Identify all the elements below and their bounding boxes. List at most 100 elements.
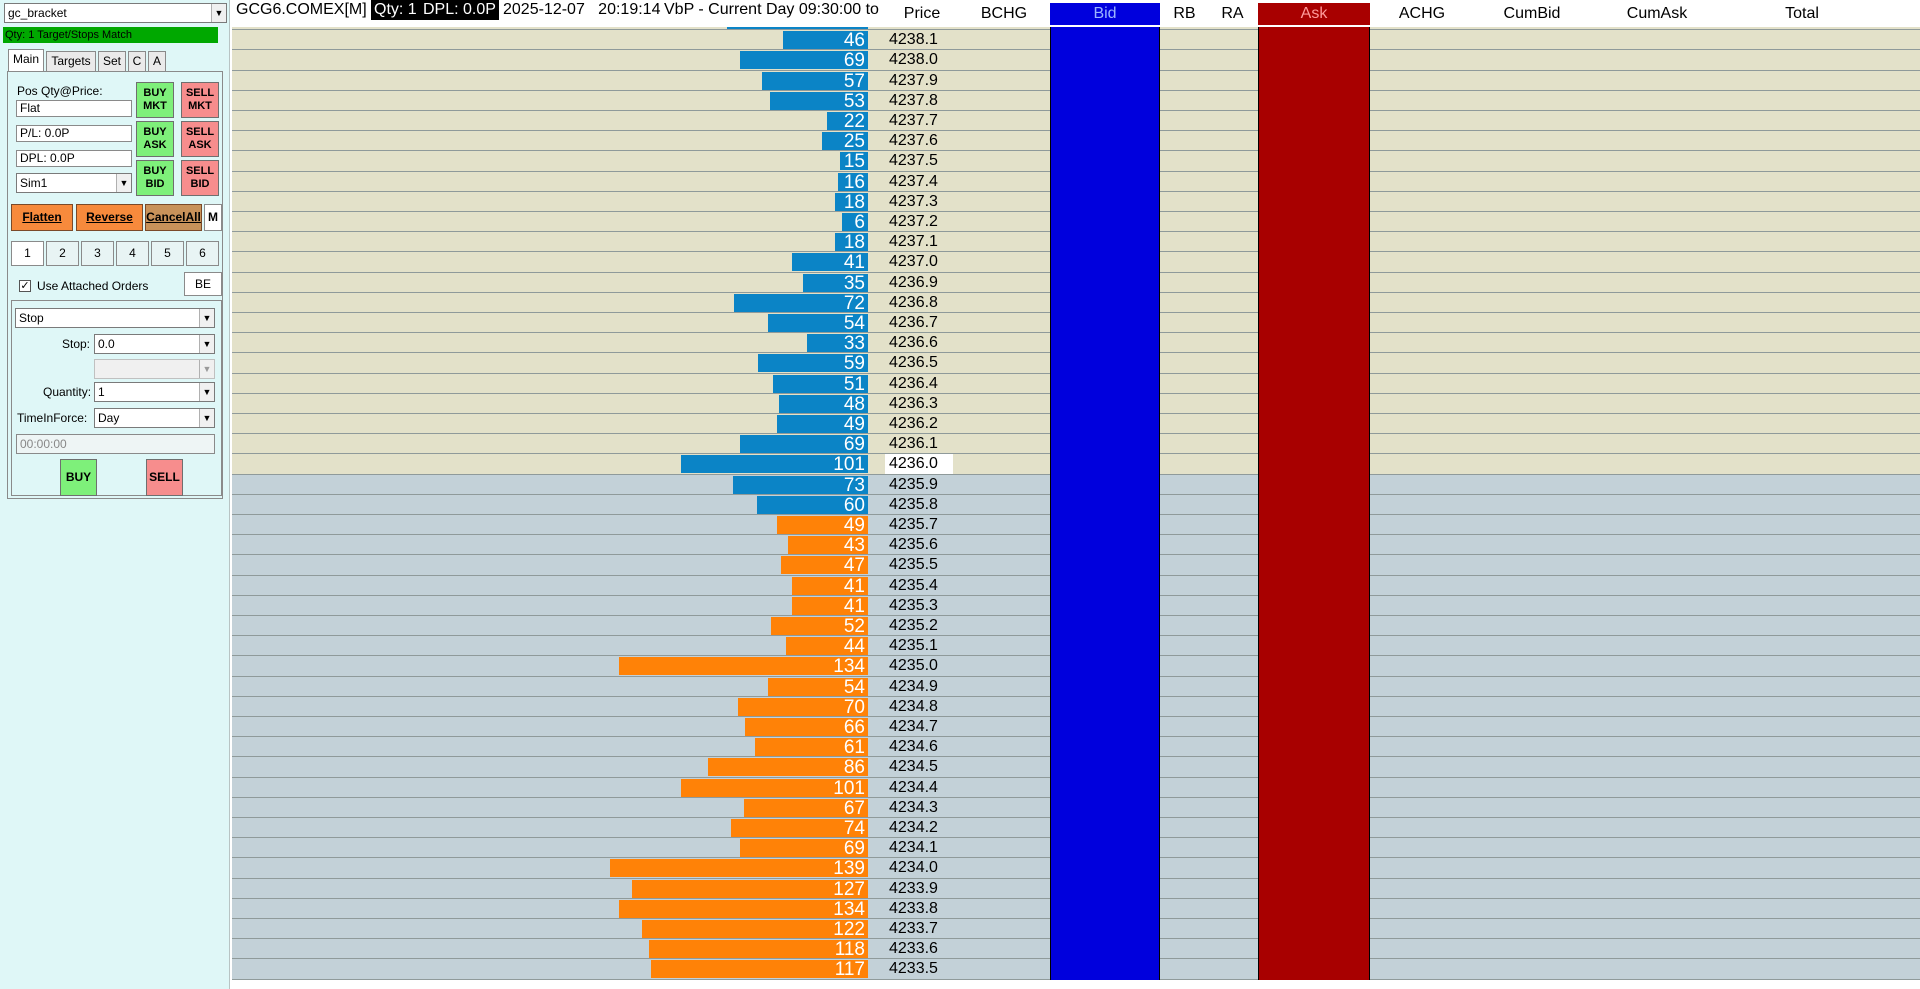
ask-cell[interactable]: [1258, 635, 1370, 657]
preset-3-button[interactable]: 3: [81, 241, 114, 266]
ladder-row[interactable]: 101 4234.4: [232, 776, 1920, 798]
bid-cell[interactable]: [1050, 918, 1160, 940]
ask-cell[interactable]: [1258, 958, 1370, 980]
strategy-select[interactable]: gc_bracket ▼: [4, 3, 227, 23]
ladder-row[interactable]: 60 4235.8: [232, 493, 1920, 515]
ask-cell[interactable]: [1258, 655, 1370, 677]
bid-cell[interactable]: [1050, 635, 1160, 657]
bid-cell[interactable]: [1050, 190, 1160, 212]
ladder-row[interactable]: 49 4235.7: [232, 514, 1920, 536]
bid-cell[interactable]: [1050, 695, 1160, 717]
bid-cell[interactable]: [1050, 251, 1160, 273]
ladder-row[interactable]: 41 4235.3: [232, 594, 1920, 616]
bid-cell[interactable]: [1050, 574, 1160, 596]
sell-button[interactable]: SELL: [146, 459, 183, 496]
bid-cell[interactable]: [1050, 372, 1160, 394]
bid-cell[interactable]: [1050, 312, 1160, 334]
ask-cell[interactable]: [1258, 291, 1370, 313]
bid-cell[interactable]: [1050, 877, 1160, 899]
ask-cell[interactable]: [1258, 150, 1370, 172]
ladder-row[interactable]: 70 4234.8: [232, 695, 1920, 717]
breakeven-button[interactable]: BE: [184, 272, 222, 296]
bid-cell[interactable]: [1050, 514, 1160, 536]
bid-cell[interactable]: [1050, 211, 1160, 233]
ladder-row[interactable]: 72 4236.8: [232, 291, 1920, 313]
ladder-row[interactable]: 73 4235.9: [232, 473, 1920, 495]
ladder-row[interactable]: 69 4234.1: [232, 837, 1920, 859]
ladder-row[interactable]: 15 4237.5: [232, 150, 1920, 172]
buy-button[interactable]: BUY: [60, 459, 97, 496]
bid-cell[interactable]: [1050, 271, 1160, 293]
bid-cell[interactable]: [1050, 594, 1160, 616]
bid-cell[interactable]: [1050, 453, 1160, 475]
ladder-row[interactable]: 101 4236.0: [232, 453, 1920, 475]
sell-market-button[interactable]: SELL MKT: [181, 82, 219, 118]
cancel-all-button[interactable]: CancelAll: [145, 204, 202, 231]
tab-set[interactable]: Set: [98, 51, 126, 71]
bid-cell[interactable]: [1050, 493, 1160, 515]
bid-cell[interactable]: [1050, 130, 1160, 152]
ask-cell[interactable]: [1258, 332, 1370, 354]
bid-cell[interactable]: [1050, 736, 1160, 758]
bid-cell[interactable]: [1050, 231, 1160, 253]
ladder-row[interactable]: 54 4234.9: [232, 675, 1920, 697]
ask-cell[interactable]: [1258, 130, 1370, 152]
bid-cell[interactable]: [1050, 352, 1160, 374]
secondary-select[interactable]: ▼: [94, 359, 215, 379]
reverse-button[interactable]: Reverse: [76, 204, 143, 231]
bid-cell[interactable]: [1050, 796, 1160, 818]
ask-cell[interactable]: [1258, 413, 1370, 435]
tab-c[interactable]: C: [128, 51, 146, 71]
ladder-row[interactable]: 69 4238.0: [232, 49, 1920, 71]
ladder-row[interactable]: 51 4236.4: [232, 372, 1920, 394]
buy-ask-button[interactable]: BUY ASK: [136, 121, 174, 157]
bid-cell[interactable]: [1050, 110, 1160, 132]
bid-cell[interactable]: [1050, 938, 1160, 960]
bid-cell[interactable]: [1050, 433, 1160, 455]
ladder-row[interactable]: 69 4236.1: [232, 433, 1920, 455]
account-select[interactable]: Sim1 ▼: [16, 173, 132, 193]
sell-bid-button[interactable]: SELL BID: [181, 160, 219, 196]
ask-cell[interactable]: [1258, 897, 1370, 919]
ask-cell[interactable]: [1258, 352, 1370, 374]
ask-cell[interactable]: [1258, 433, 1370, 455]
ladder-row[interactable]: 52 4235.2: [232, 615, 1920, 637]
ask-cell[interactable]: [1258, 110, 1370, 132]
ladder-row[interactable]: 54 4236.7: [232, 312, 1920, 334]
ask-cell[interactable]: [1258, 877, 1370, 899]
bid-cell[interactable]: [1050, 615, 1160, 637]
bid-cell[interactable]: [1050, 554, 1160, 576]
ask-cell[interactable]: [1258, 69, 1370, 91]
ladder-row[interactable]: 134 4233.8: [232, 897, 1920, 919]
bid-cell[interactable]: [1050, 817, 1160, 839]
tab-a[interactable]: A: [148, 51, 166, 71]
ladder-row[interactable]: 35 4236.9: [232, 271, 1920, 293]
ladder-row[interactable]: 6 4237.2: [232, 211, 1920, 233]
tif-select[interactable]: Day ▼: [94, 408, 215, 428]
ladder-row[interactable]: 122 4233.7: [232, 918, 1920, 940]
preset-1-button[interactable]: 1: [11, 241, 44, 266]
bid-cell[interactable]: [1050, 837, 1160, 859]
ladder-row[interactable]: 48 4236.3: [232, 392, 1920, 414]
ladder-row[interactable]: 33 4236.6: [232, 332, 1920, 354]
bid-cell[interactable]: [1050, 897, 1160, 919]
ask-cell[interactable]: [1258, 695, 1370, 717]
ask-cell[interactable]: [1258, 271, 1370, 293]
bid-cell[interactable]: [1050, 534, 1160, 556]
ask-cell[interactable]: [1258, 756, 1370, 778]
bid-cell[interactable]: [1050, 89, 1160, 111]
bid-cell[interactable]: [1050, 69, 1160, 91]
bid-cell[interactable]: [1050, 857, 1160, 879]
ask-cell[interactable]: [1258, 251, 1370, 273]
buy-market-button[interactable]: BUY MKT: [136, 82, 174, 118]
ask-cell[interactable]: [1258, 89, 1370, 111]
ask-cell[interactable]: [1258, 514, 1370, 536]
ask-cell[interactable]: [1258, 594, 1370, 616]
bid-cell[interactable]: [1050, 413, 1160, 435]
preset-2-button[interactable]: 2: [46, 241, 79, 266]
ladder-row[interactable]: 44 4235.1: [232, 635, 1920, 657]
preset-4-button[interactable]: 4: [116, 241, 149, 266]
ask-cell[interactable]: [1258, 534, 1370, 556]
ask-cell[interactable]: [1258, 776, 1370, 798]
ask-cell[interactable]: [1258, 190, 1370, 212]
